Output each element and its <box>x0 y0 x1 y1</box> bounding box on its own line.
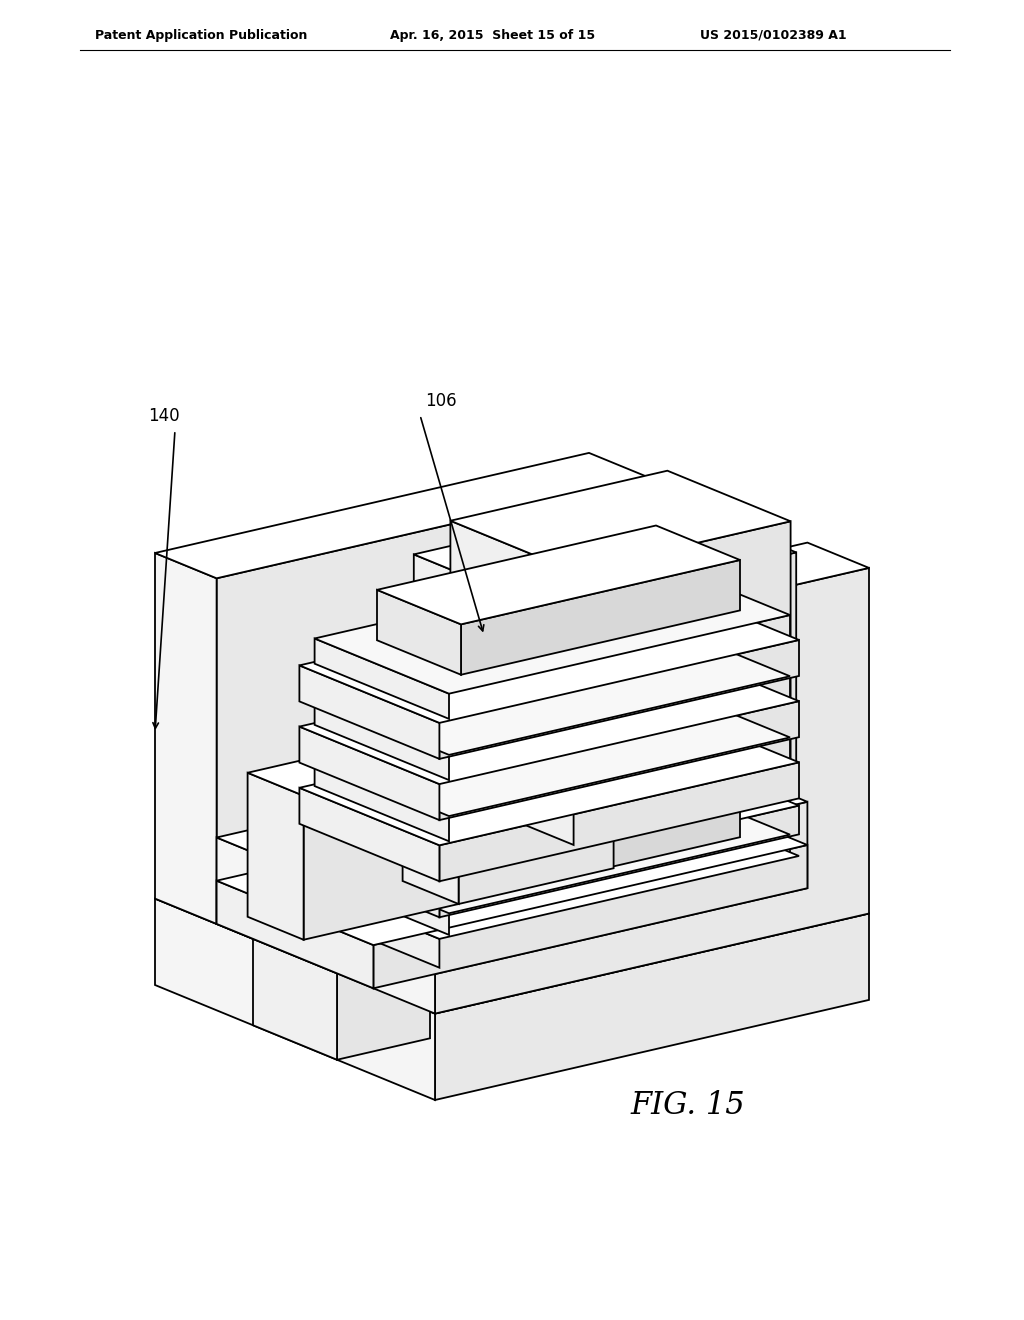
Polygon shape <box>414 498 797 610</box>
Polygon shape <box>439 855 799 968</box>
Polygon shape <box>299 705 799 845</box>
Polygon shape <box>439 640 799 759</box>
Polygon shape <box>155 553 217 924</box>
Polygon shape <box>439 701 799 820</box>
Text: 140: 140 <box>148 407 179 425</box>
Polygon shape <box>314 858 449 935</box>
Polygon shape <box>548 552 797 854</box>
Polygon shape <box>248 737 459 796</box>
Polygon shape <box>155 799 869 1014</box>
Text: US 2015/0102389 A1: US 2015/0102389 A1 <box>700 29 847 41</box>
Polygon shape <box>451 471 791 572</box>
Polygon shape <box>217 837 374 989</box>
Polygon shape <box>217 780 807 945</box>
Polygon shape <box>439 805 799 917</box>
Polygon shape <box>449 676 790 780</box>
Polygon shape <box>303 760 459 940</box>
Polygon shape <box>402 701 613 760</box>
Polygon shape <box>299 582 799 723</box>
Polygon shape <box>374 801 807 989</box>
Polygon shape <box>299 726 439 820</box>
Polygon shape <box>459 725 613 904</box>
Polygon shape <box>299 748 799 888</box>
Polygon shape <box>377 756 740 855</box>
Polygon shape <box>299 788 439 882</box>
Polygon shape <box>449 834 790 935</box>
Text: 106: 106 <box>425 392 457 411</box>
Text: FIG. 15: FIG. 15 <box>630 1089 744 1121</box>
Polygon shape <box>314 560 790 694</box>
Polygon shape <box>217 880 374 989</box>
Polygon shape <box>461 560 740 675</box>
Polygon shape <box>299 644 799 784</box>
Polygon shape <box>217 738 807 902</box>
Polygon shape <box>155 899 435 1100</box>
Polygon shape <box>299 799 799 939</box>
Text: Apr. 16, 2015  Sheet 15 of 15: Apr. 16, 2015 Sheet 15 of 15 <box>390 29 595 41</box>
Polygon shape <box>435 568 869 1014</box>
Polygon shape <box>253 917 430 973</box>
Polygon shape <box>449 738 790 841</box>
Polygon shape <box>299 665 439 759</box>
Polygon shape <box>248 772 303 940</box>
Polygon shape <box>299 882 439 968</box>
Polygon shape <box>451 521 573 845</box>
Polygon shape <box>374 543 869 668</box>
Polygon shape <box>314 639 449 719</box>
Polygon shape <box>314 700 449 780</box>
Polygon shape <box>449 615 790 719</box>
Polygon shape <box>573 521 791 845</box>
Polygon shape <box>439 763 799 882</box>
Polygon shape <box>314 729 790 863</box>
Text: Patent Application Publication: Patent Application Publication <box>95 29 307 41</box>
Polygon shape <box>461 791 740 902</box>
Polygon shape <box>377 590 461 675</box>
Polygon shape <box>337 952 430 1060</box>
Polygon shape <box>217 478 650 924</box>
Polygon shape <box>314 808 449 884</box>
Polygon shape <box>374 643 435 1014</box>
Polygon shape <box>377 525 740 624</box>
Polygon shape <box>314 682 790 816</box>
Polygon shape <box>449 784 790 884</box>
Polygon shape <box>299 832 439 917</box>
Polygon shape <box>314 779 790 913</box>
Polygon shape <box>414 554 548 854</box>
Polygon shape <box>435 913 869 1100</box>
Polygon shape <box>374 845 807 989</box>
Polygon shape <box>402 737 459 904</box>
Polygon shape <box>314 760 449 841</box>
Polygon shape <box>314 620 790 755</box>
Polygon shape <box>377 820 461 902</box>
Polygon shape <box>253 939 337 1060</box>
Polygon shape <box>155 453 650 578</box>
